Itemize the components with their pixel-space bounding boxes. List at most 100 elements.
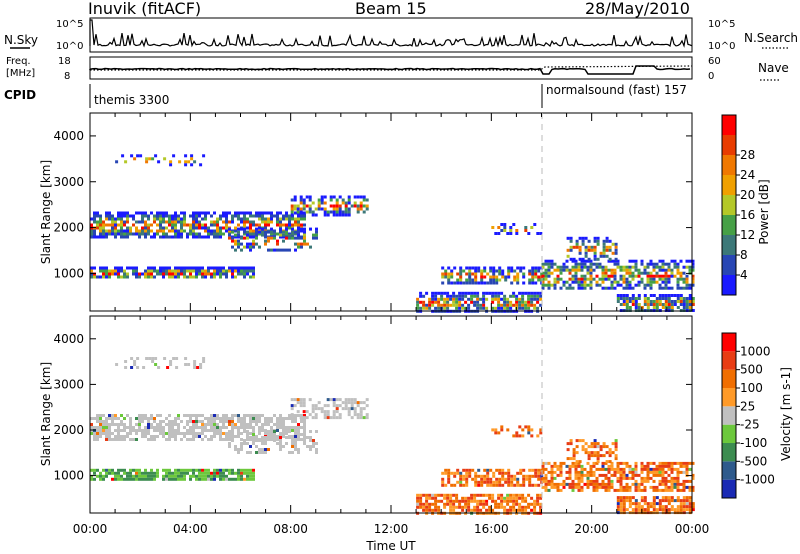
heatmap-cell [219, 429, 222, 432]
heatmap-cell [335, 410, 339, 414]
heatmap-cell [299, 195, 303, 199]
colorbar-swatch [722, 479, 736, 498]
heatmap-cell [450, 275, 454, 279]
heatmap-cell [536, 297, 540, 301]
heatmap-cell [141, 474, 144, 478]
heatmap-cell [646, 300, 650, 303]
heatmap-cell [658, 277, 662, 281]
heatmap-cell [509, 496, 513, 500]
heatmap-cell [577, 277, 581, 281]
heatmap-cell [682, 300, 686, 303]
heatmap-cell [105, 269, 108, 273]
heatmap-cell [512, 303, 516, 307]
heatmap-cell [461, 291, 465, 295]
heatmap-cell [455, 303, 459, 307]
heatmap-cell [646, 505, 650, 509]
heatmap-cell [276, 426, 279, 429]
heatmap-cell [102, 272, 105, 276]
heatmap-cell [664, 496, 668, 500]
heatmap-cell [541, 277, 545, 281]
heatmap-cell [243, 272, 246, 276]
heatmap-cell [359, 204, 363, 208]
heatmap-cell [291, 426, 294, 429]
heatmap-cell [282, 445, 285, 448]
heatmap-cell [329, 210, 333, 214]
heatmap-cell [661, 496, 665, 500]
heatmap-cell [658, 297, 662, 300]
heatmap-cell [479, 508, 483, 512]
heatmap-cell [631, 297, 635, 300]
heatmap-cell [691, 461, 695, 465]
heatmap-cell [601, 473, 605, 477]
heatmap-cell [515, 297, 519, 301]
heatmap-cell [300, 245, 303, 249]
heatmap-cell [210, 435, 213, 438]
heatmap-cell [497, 226, 501, 229]
heatmap-cell [643, 479, 647, 483]
heatmap-cell [440, 297, 444, 301]
heatmap-cell [679, 286, 683, 290]
nsearch-label: N.Search [744, 31, 798, 45]
heatmap-cell [237, 451, 240, 454]
heatmap-cell [425, 291, 429, 295]
heatmap-cell [640, 262, 644, 266]
heatmap-cell [213, 423, 216, 426]
heatmap-cell [607, 488, 611, 492]
heatmap-cell [592, 277, 596, 281]
heatmap-cell [314, 416, 318, 420]
heatmap-cell [320, 407, 324, 411]
freq-label-line1: Freq. [6, 56, 31, 67]
heatmap-cell [270, 426, 273, 429]
heatmap-cell [90, 266, 93, 270]
heatmap-cell [590, 245, 594, 249]
heatmap-cell [688, 502, 692, 506]
heatmap-cell [480, 278, 484, 282]
heatmap-cell [156, 214, 159, 218]
heatmap-cell [589, 259, 593, 263]
heatmap-cell [144, 432, 147, 435]
heatmap-cell [332, 413, 336, 417]
heatmap-cell [593, 248, 597, 252]
heatmap-cell [467, 297, 471, 301]
heatmap-cell [326, 213, 330, 217]
heatmap-cell [249, 474, 252, 478]
heatmap-cell [628, 300, 632, 303]
heatmap-cell [213, 471, 216, 475]
heatmap-cell [99, 420, 102, 423]
heatmap-cell [252, 229, 255, 233]
heatmap-cell [111, 269, 114, 273]
heatmap-cell [601, 268, 605, 272]
heatmap-cell [195, 468, 198, 472]
heatmap-cell [649, 294, 653, 297]
heatmap-cell [344, 204, 348, 208]
heatmap-cell [670, 479, 674, 483]
colorbar-swatch [722, 115, 736, 135]
heatmap-cell [649, 259, 653, 263]
heatmap-cell [547, 479, 551, 483]
heatmap-cell [249, 451, 252, 454]
heatmap-cell [583, 274, 587, 278]
heatmap-cell [652, 505, 656, 509]
heatmap-cell [571, 265, 575, 269]
heatmap-cell [486, 480, 490, 484]
heatmap-cell [661, 286, 665, 290]
heatmap-cell [189, 226, 192, 230]
heatmap-cell [282, 429, 285, 432]
heatmap-cell [255, 211, 258, 215]
heatmap-cell [344, 404, 348, 408]
heatmap-cell [586, 277, 590, 281]
heatmap-cell [691, 488, 695, 492]
heatmap-cell [637, 283, 641, 287]
heatmap-cell [521, 496, 525, 500]
heatmap-cell [547, 259, 551, 263]
heatmap-cell [664, 479, 668, 483]
heatmap-cell [213, 420, 216, 423]
heatmap-cell [222, 214, 225, 218]
heatmap-cell [147, 229, 150, 233]
heatmap-cell [168, 477, 171, 481]
heatmap-cell [601, 277, 605, 281]
heatmap-cell [177, 423, 180, 426]
heatmap-cell [153, 220, 156, 224]
heatmap-cell [93, 275, 96, 279]
heatmap-cell [141, 435, 144, 438]
